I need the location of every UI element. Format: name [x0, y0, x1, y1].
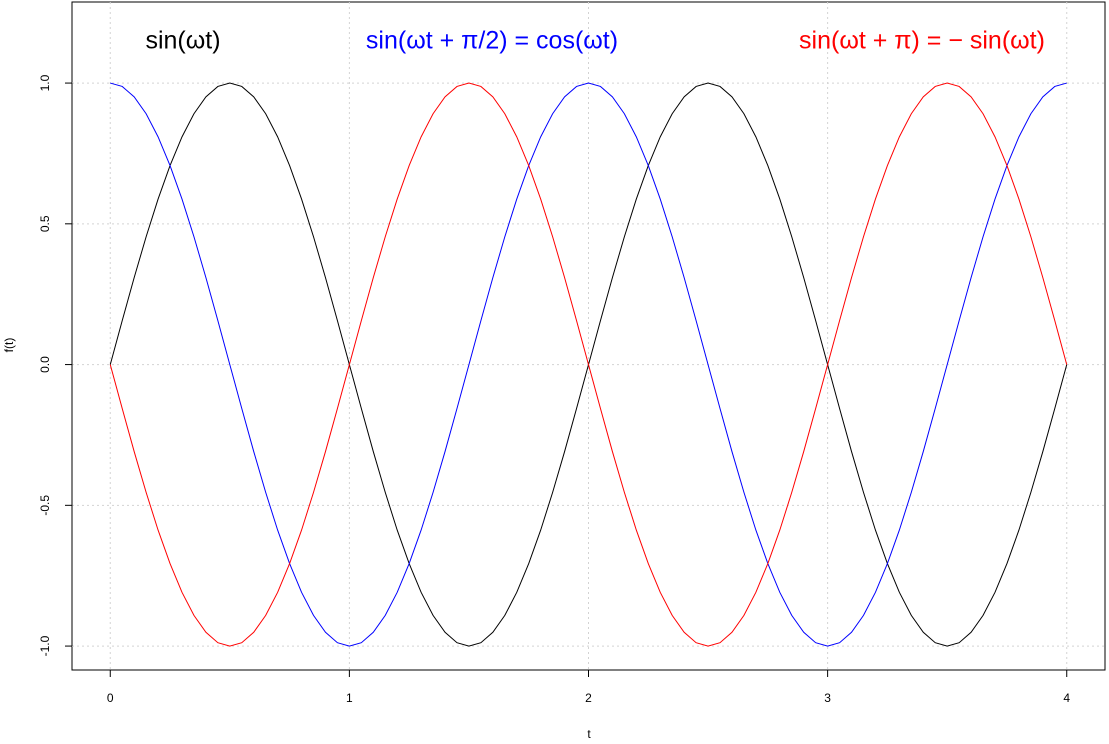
y-tick-label: -1.0	[38, 635, 52, 656]
x-tick-label: 4	[1063, 691, 1070, 705]
x-axis-label: t	[587, 727, 591, 741]
y-tick-label: 0.0	[38, 356, 52, 373]
series-line	[109, 82, 1068, 647]
series-label: sin(ωt)	[145, 27, 220, 55]
series-label: sin(ωt + π/2) = cos(ωt)	[366, 27, 618, 55]
x-tick-label: 1	[346, 691, 353, 705]
x-tick-label: 3	[824, 691, 831, 705]
series-label: sin(ωt + π) = − sin(ωt)	[799, 27, 1045, 55]
y-tick-label: 1.0	[38, 74, 52, 91]
y-tick-label: -0.5	[38, 495, 52, 516]
x-tick-label: 0	[107, 691, 114, 705]
series-line	[110, 82, 1067, 647]
x-tick-label: 2	[585, 691, 592, 705]
y-axis-label: f(t)	[2, 338, 16, 353]
y-tick-label: 0.5	[38, 215, 52, 232]
